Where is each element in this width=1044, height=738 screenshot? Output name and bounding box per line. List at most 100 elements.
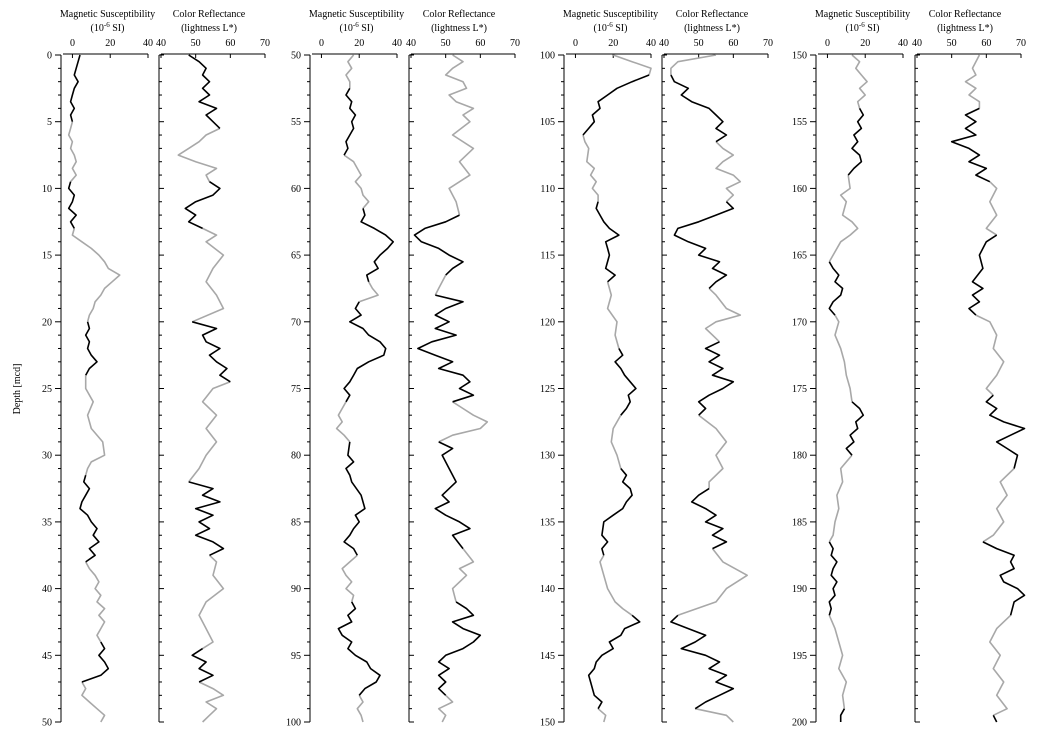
cr-gray-series-1	[715, 141, 742, 203]
cr-x-tick-label: 50	[441, 38, 451, 49]
depth-tick-label: 155	[792, 117, 807, 128]
depth-tick-label: 145	[540, 651, 555, 662]
ms-black-series-1	[360, 208, 394, 283]
cr-title-line2: (lightness L*)	[181, 23, 237, 34]
cr-x-tick-label: 60	[728, 38, 738, 49]
ms-title-line1: Magnetic Susceptibility	[60, 9, 155, 20]
cr-gray-series-3	[698, 414, 728, 489]
depth-tick-label: 160	[792, 184, 807, 195]
cr-gray-series-4	[198, 681, 225, 723]
depth-tick-label: 25	[42, 384, 52, 395]
cr-black-series-4	[191, 647, 214, 683]
ms-gray-series-2	[84, 375, 106, 476]
cr-gray-series-3	[198, 554, 225, 650]
cr-x-tick-label: 50	[947, 38, 957, 49]
ms-gray-series-5	[597, 708, 607, 723]
ms-black-series-0	[343, 87, 357, 156]
depth-tick-label: 100	[540, 51, 555, 62]
cr-black-series-3	[690, 487, 728, 550]
cr-x-tick-label: 40	[659, 38, 669, 49]
cr-x-tick-label: 70	[763, 38, 773, 49]
ms-black-series-3	[601, 467, 633, 556]
cr-gray-series-0	[964, 54, 981, 109]
cr-black-series-1	[673, 201, 735, 289]
depth-tick-label: 50	[291, 51, 301, 62]
ms-black-series-0	[69, 54, 81, 122]
ms-black-series-3	[343, 441, 366, 556]
ms-black-series-4	[337, 601, 381, 696]
cr-x-tick-label: 70	[1016, 38, 1026, 49]
ms-gray-series-0	[612, 54, 652, 76]
ms-black-series-4	[81, 641, 110, 683]
cr-black-series-0	[950, 107, 991, 183]
depth-tick-label: 70	[291, 317, 301, 328]
cr-gray-series-0	[670, 54, 717, 75]
ms-gray-series-0	[851, 54, 868, 109]
y-axis-label: Depth [mcd]	[12, 364, 23, 415]
cr-gray-series-3	[982, 467, 1015, 543]
ms-black-series-4	[839, 708, 846, 722]
depth-tick-label: 185	[792, 517, 807, 528]
ms-gray-series-3	[84, 561, 106, 643]
ms-x-tick-label: 20	[354, 38, 364, 49]
depth-tick-label: 110	[540, 184, 555, 195]
ms-gray-series-4	[828, 614, 848, 709]
cr-title-line1: Color Reflectance	[423, 9, 496, 20]
ms-x-tick-label: 20	[860, 38, 870, 49]
cr-black-series-1	[417, 294, 475, 403]
cr-x-tick-label: 50	[694, 38, 704, 49]
ms-gray-series-1	[71, 228, 121, 323]
depth-tick-label: 50	[42, 718, 52, 729]
depth-tick-label: 130	[540, 451, 555, 462]
cr-black-series-2	[191, 321, 231, 383]
ms-gray-series-3	[828, 454, 853, 543]
depth-tick-label: 125	[540, 384, 555, 395]
cr-x-tick-label: 60	[225, 38, 235, 49]
depth-panel-2: 100 105 110 115 120 125 130 135 140 145 150 0 20 40 40…	[540, 9, 773, 729]
ms-black-series-1	[67, 181, 77, 229]
cr-x-tick-label: 60	[475, 38, 485, 49]
depth-tick-label: 40	[42, 584, 52, 595]
ms-black-series-3	[79, 474, 100, 563]
cr-title-line2: (lightness L*)	[684, 23, 740, 34]
cr-gray-series-0	[177, 127, 221, 183]
depth-tick-label: 95	[291, 651, 301, 662]
depth-tick-label: 140	[540, 584, 555, 595]
depth-tick-label: 55	[291, 117, 301, 128]
depth-tick-label: 180	[792, 451, 807, 462]
cr-gray-series-0	[444, 54, 475, 216]
ms-black-series-0	[847, 108, 865, 176]
depth-tick-label: 195	[792, 651, 807, 662]
ms-x-tick-label: 40	[646, 38, 656, 49]
cr-title-line1: Color Reflectance	[676, 9, 749, 20]
cr-black-series-3	[188, 481, 225, 557]
cr-black-series-2	[434, 441, 471, 550]
depth-tick-label: 115	[540, 251, 555, 262]
ms-gray-series-3	[335, 401, 351, 443]
cr-gray-series-5	[695, 707, 734, 723]
depth-tick-label: 75	[291, 384, 301, 395]
ms-x-tick-label: 0	[70, 38, 75, 49]
ms-title-line1: Magnetic Susceptibility	[563, 9, 658, 20]
ms-title-line2: (10-6 SI)	[846, 21, 880, 34]
ms-gray-series-4	[341, 554, 358, 603]
depth-tick-label: 45	[42, 651, 52, 662]
cr-title-line2: (lightness L*)	[431, 23, 487, 34]
ms-gray-series-4	[599, 554, 633, 616]
cr-x-tick-label: 40	[912, 38, 922, 49]
depth-tick-label: 165	[792, 251, 807, 262]
ms-black-series-2	[343, 301, 387, 403]
ms-gray-series-1	[343, 154, 370, 209]
ms-x-tick-label: 40	[898, 38, 908, 49]
depth-tick-label: 0	[47, 51, 52, 62]
ms-title-line1: Magnetic Susceptibility	[309, 9, 404, 20]
cr-black-series-3	[982, 541, 1026, 616]
depth-tick-label: 100	[286, 718, 301, 729]
ms-title-line2: (10-6 SI)	[340, 21, 374, 34]
depth-tick-label: 175	[792, 384, 807, 395]
cr-gray-series-2	[704, 287, 742, 343]
ms-title-line2: (10-6 SI)	[594, 21, 628, 34]
depth-tick-label: 85	[291, 517, 301, 528]
depth-tick-label: 90	[291, 584, 301, 595]
